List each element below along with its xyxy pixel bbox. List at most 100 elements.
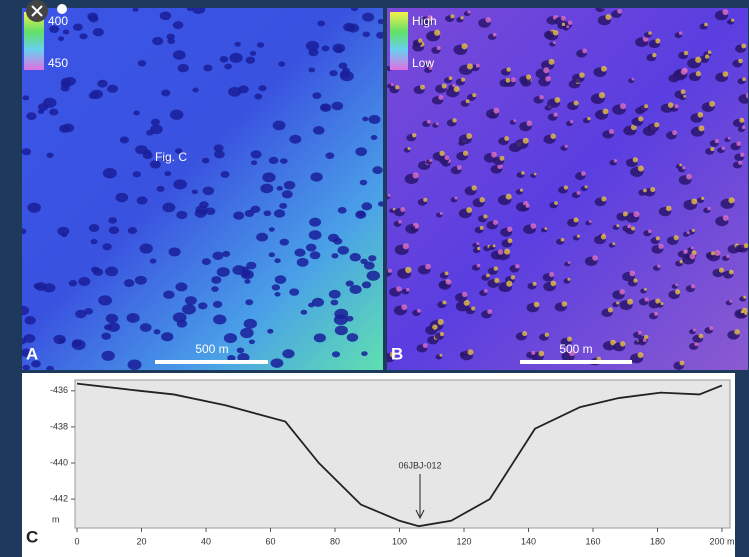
highlight — [452, 84, 455, 87]
highlight — [494, 278, 499, 283]
depression — [146, 130, 154, 136]
highlight — [644, 104, 648, 108]
depression — [132, 7, 138, 12]
highlight — [739, 118, 744, 123]
highlight — [471, 185, 476, 190]
depression — [222, 251, 230, 257]
depression — [372, 166, 382, 174]
highlight — [511, 275, 515, 279]
highlight — [738, 161, 742, 165]
depression — [217, 267, 230, 277]
depression — [87, 12, 98, 20]
highlight — [696, 71, 701, 76]
depression — [332, 102, 343, 111]
depression — [258, 85, 266, 91]
highlight — [674, 235, 679, 240]
depression — [361, 202, 372, 210]
depression — [107, 322, 120, 332]
depression — [272, 284, 280, 290]
depression — [26, 112, 36, 120]
highlight — [446, 279, 452, 285]
highlight — [657, 265, 660, 268]
depression — [279, 203, 287, 209]
highlight — [638, 116, 643, 121]
highlight — [550, 281, 556, 287]
highlight — [681, 69, 687, 75]
depression — [250, 51, 256, 56]
highlight — [652, 53, 656, 57]
depression — [221, 171, 230, 178]
highlight — [508, 238, 513, 243]
highlight — [579, 72, 585, 78]
highlight — [462, 292, 467, 297]
highlight — [707, 207, 710, 210]
depression — [173, 21, 184, 29]
depression — [329, 70, 337, 76]
depression — [97, 80, 108, 88]
highlight — [550, 134, 555, 139]
highlight — [506, 67, 510, 71]
highlight — [427, 120, 431, 124]
highlight — [668, 102, 674, 108]
highlight — [589, 220, 592, 223]
highlight — [487, 309, 492, 314]
close-button[interactable] — [26, 0, 48, 22]
depression — [16, 306, 29, 316]
highlight — [539, 351, 545, 357]
highlight — [506, 281, 512, 287]
highlight — [605, 14, 611, 20]
depression — [235, 42, 241, 47]
x-tick-label: 20 — [136, 536, 146, 546]
highlight — [454, 86, 460, 92]
depression — [211, 276, 221, 284]
depression — [335, 325, 348, 335]
highlight — [729, 270, 734, 275]
depression — [157, 186, 165, 192]
highlight — [460, 16, 463, 19]
depression — [46, 366, 54, 372]
highlight — [629, 271, 635, 277]
depression — [192, 4, 205, 14]
depression — [378, 201, 385, 206]
depression — [151, 119, 160, 126]
highlight — [461, 78, 465, 82]
highlight — [568, 261, 571, 264]
highlight — [633, 211, 639, 217]
legend-max: 400 — [48, 14, 68, 28]
depression — [199, 201, 208, 208]
depression — [19, 228, 27, 234]
depression — [79, 33, 87, 39]
highlight — [493, 220, 498, 225]
depression — [53, 335, 65, 344]
dot-indicator — [57, 4, 67, 14]
highlight — [620, 103, 626, 109]
highlight — [638, 331, 642, 335]
highlight — [498, 249, 503, 254]
depression — [313, 126, 324, 135]
highlight — [506, 78, 511, 83]
depression — [347, 333, 358, 342]
depression — [58, 36, 64, 41]
depression — [185, 296, 197, 305]
depression — [278, 61, 285, 66]
depression — [43, 98, 57, 108]
highlight — [553, 41, 556, 44]
depression — [289, 288, 299, 295]
highlight — [476, 64, 480, 68]
highlight — [440, 212, 443, 215]
depression — [144, 150, 151, 155]
highlight — [418, 38, 422, 42]
highlight — [612, 242, 615, 245]
depression — [84, 308, 93, 315]
depression — [102, 351, 115, 361]
highlight — [609, 129, 614, 134]
highlight — [742, 77, 746, 81]
depression — [61, 85, 70, 92]
depression — [161, 332, 173, 341]
page: 400 450 Fig. C A 500 m High Low B 500 m … — [0, 0, 749, 557]
x-tick-label: 0 — [74, 536, 79, 546]
highlight — [564, 185, 568, 189]
depression — [262, 172, 275, 182]
highlight — [675, 283, 678, 286]
depression — [203, 64, 212, 71]
